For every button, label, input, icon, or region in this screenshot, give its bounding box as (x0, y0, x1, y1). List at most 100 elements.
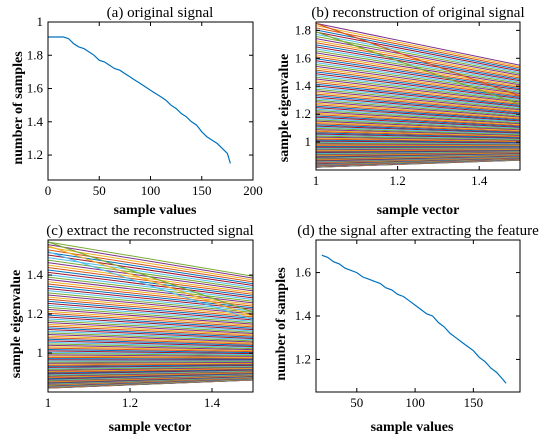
panel-a-ytick-label: 1.8 (27, 47, 43, 62)
panel-c-xtick-label: 1 (45, 395, 52, 410)
panel-b-series-line (316, 85, 520, 108)
panel-a-xtick-label: 0 (45, 183, 52, 198)
panel-b-series-line (316, 80, 520, 104)
panel-c-series-line (48, 304, 253, 322)
panel-c-series-line (48, 318, 253, 332)
panel-b-series-line (316, 65, 520, 95)
panel-b-xtick-label: 1.4 (471, 173, 488, 188)
panel-b-series-line (316, 22, 520, 97)
panel-b-series-line (316, 91, 520, 112)
panel-b-series-line (316, 64, 520, 93)
panel-b-series-line (316, 56, 520, 88)
panel-c-ytick-label: 1.4 (27, 267, 44, 282)
panel-b-series-line (316, 54, 520, 87)
panel-c-series-line (48, 276, 253, 302)
panel-c-series-line (48, 329, 253, 339)
panel-b-series-line (316, 149, 520, 153)
panel-b-series-line (316, 44, 520, 80)
panel-b-series-line (316, 67, 520, 96)
panel-b-series-line (316, 126, 520, 135)
panel-c-series-line (48, 354, 253, 357)
panel-c-series-line (48, 361, 253, 363)
panel-b-series-line (316, 60, 520, 91)
panel-b-series-line (316, 40, 520, 78)
panel-b-series-line (316, 98, 520, 116)
panel-b-series-line (316, 62, 520, 92)
panel-b-series-line (316, 134, 520, 140)
panel-c-series-line (48, 364, 253, 368)
panel-c-series-line (48, 245, 253, 317)
panel-c-series-line (48, 338, 253, 346)
panel-c-series-line (48, 370, 253, 377)
panel-b-series-line (316, 139, 520, 143)
panel-c-series-line (48, 274, 253, 301)
panel-a-xtick-label: 50 (93, 183, 106, 198)
panel-b-ytick-label: 1 (305, 134, 312, 149)
panel-b-series-line (316, 135, 520, 141)
panel-b-series-line (316, 141, 520, 145)
panel-b-series-line (316, 110, 520, 124)
panel-c-series-line (48, 362, 253, 365)
panel-b-series-line (316, 119, 520, 130)
panel-c-series-line (48, 361, 253, 364)
panel-c-series-line (48, 283, 253, 307)
panel-b-series-line (316, 33, 520, 73)
panel-a-plot-area (48, 36, 231, 164)
panel-b-ytick-label: 1.8 (295, 22, 311, 37)
panel-b-series-line (316, 50, 520, 84)
panel-c-series-line (48, 323, 253, 336)
panel-b-series-line (316, 95, 520, 114)
panel-c-series-line (48, 300, 253, 319)
panel-c-series-line (48, 369, 253, 375)
panel-b-series-line (316, 25, 520, 68)
panel-c-series-line (48, 254, 253, 287)
panel-c-xlabel: sample vector (109, 420, 192, 435)
panel-a-xtick-label: 100 (141, 183, 161, 198)
panel-b-reconstruction: (b) reconstruction of original signal sa… (277, 5, 525, 218)
panel-c-series-line (48, 356, 253, 359)
panel-c-series-line (48, 264, 253, 294)
panel-b-series-line (316, 148, 520, 151)
panel-a-ytick-label: 1.4 (27, 114, 44, 129)
panel-b-series-line (316, 112, 520, 126)
panel-b-series-line (316, 125, 520, 134)
panel-b-series-line (316, 149, 520, 152)
panel-d-plot-area (321, 254, 507, 384)
panel-c-series-line (48, 287, 253, 310)
panel-c-extracted: (c) extract the reconstructed signal sam… (9, 223, 254, 435)
panel-c-series-line (48, 350, 253, 355)
panel-b-series-line (316, 150, 520, 154)
panel-c-series-line (48, 310, 253, 327)
panel-c-series-line (48, 335, 253, 344)
panel-a-series-line (48, 36, 231, 164)
panel-b-series-line (316, 133, 520, 139)
panel-c-series-line (48, 364, 253, 367)
panel-c-series-line (48, 292, 253, 313)
panel-c-series-line (48, 322, 253, 334)
panel-b-series-line (316, 27, 520, 69)
panel-c-series-line (48, 296, 253, 316)
panel-b-series-line (316, 132, 520, 139)
panel-b-series-line (316, 76, 520, 102)
panel-c-series-line (48, 372, 253, 379)
panel-b-series-line (316, 105, 520, 121)
panel-c-series-line (48, 372, 253, 379)
panel-c-series-line (48, 355, 253, 358)
panel-b-series-line (316, 138, 520, 143)
panel-d-axes-box (315, 239, 521, 393)
panel-b-series-line (316, 123, 520, 132)
panel-b-ylabel: sample eigenvalue (277, 54, 292, 163)
panel-b-series-line (316, 101, 520, 118)
panel-b-xlabel: sample vector (377, 203, 460, 218)
panel-b-series-line (316, 121, 520, 132)
panel-c-series-line (48, 246, 253, 281)
panel-c-series-line (48, 312, 253, 328)
panel-c-series-line (48, 271, 253, 299)
panel-b-series-line (316, 87, 520, 109)
panel-b-series-line (316, 148, 520, 151)
panel-c-plot-area (48, 241, 253, 389)
panel-c-series-line (48, 349, 253, 354)
panel-c-series-line (48, 367, 253, 372)
panel-a-ytick-label: 1 (37, 14, 44, 29)
panel-c-series-line (48, 366, 253, 370)
